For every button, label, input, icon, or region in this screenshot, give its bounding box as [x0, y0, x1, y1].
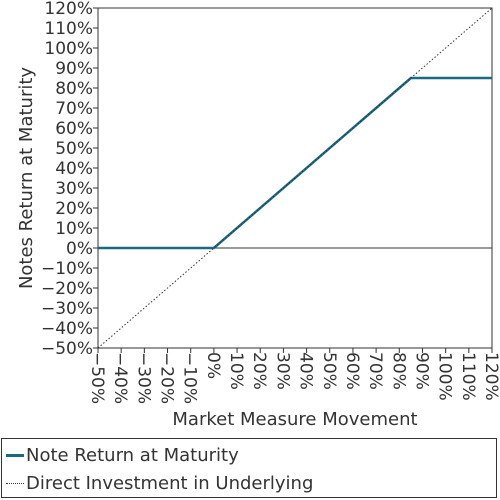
x-tick-label: −10%: [180, 352, 200, 404]
x-tick-label: 0%: [203, 352, 223, 379]
x-tick-label: 80%: [388, 352, 408, 390]
x-tick-label: 100%: [435, 352, 455, 401]
legend-swatch-note-return: [6, 453, 24, 457]
series-layer: [97, 7, 493, 349]
line-chart: −50%−40%−30%−20%−10%0%10%20%30%40%50%60%…: [16, 0, 500, 430]
x-axis-title: Market Measure Movement: [172, 409, 417, 430]
y-tick-label: −50%: [41, 339, 93, 359]
x-tick-label: −30%: [133, 352, 153, 404]
x-tick-label: 40%: [296, 352, 316, 390]
y-tick-label: 20%: [55, 199, 93, 219]
y-tick-label: −40%: [41, 319, 93, 339]
legend-item-direct-investment[interactable]: Direct Investment in Underlying: [6, 469, 313, 497]
y-tick-label: 60%: [55, 119, 93, 139]
series-line-0: [98, 76, 492, 250]
y-tick-label: 70%: [55, 99, 93, 119]
x-tick-label: 120%: [481, 352, 500, 401]
y-tick-label: −10%: [41, 259, 93, 279]
y-tick-label: −20%: [41, 279, 93, 299]
legend-swatch-direct-investment: [6, 482, 24, 484]
x-tick-label: −20%: [157, 352, 177, 404]
legend-item-note-return[interactable]: Note Return at Maturity: [6, 441, 239, 469]
y-tick-label: 10%: [55, 219, 93, 239]
axes-layer: −50%−40%−30%−20%−10%0%10%20%30%40%50%60%…: [41, 0, 500, 404]
x-tick-label: −50%: [87, 352, 107, 404]
x-tick-label: −40%: [110, 352, 130, 404]
y-tick-label: 50%: [55, 139, 93, 159]
x-tick-label: 110%: [458, 352, 478, 401]
series-line-1: [97, 7, 493, 349]
y-tick-label: 0%: [66, 239, 93, 259]
legend-label-note-return: Note Return at Maturity: [26, 444, 239, 466]
y-tick-label: 90%: [55, 59, 93, 79]
x-tick-label: 70%: [365, 352, 385, 390]
y-tick-label: 100%: [44, 39, 93, 59]
y-axis-title: Notes Return at Maturity: [16, 67, 37, 289]
y-tick-label: 30%: [55, 179, 93, 199]
legend: Note Return at Maturity Direct Investmen…: [1, 438, 497, 498]
x-tick-label: 10%: [226, 352, 246, 390]
y-tick-label: 110%: [44, 19, 93, 39]
x-tick-label: 90%: [411, 352, 431, 390]
legend-label-direct-investment: Direct Investment in Underlying: [26, 472, 314, 494]
y-tick-label: −30%: [41, 299, 93, 319]
x-tick-label: 60%: [342, 352, 362, 390]
y-tick-label: 80%: [55, 79, 93, 99]
x-tick-label: 50%: [319, 352, 339, 390]
x-tick-label: 30%: [272, 352, 292, 390]
x-tick-label: 20%: [249, 352, 269, 390]
y-tick-label: 40%: [55, 159, 93, 179]
y-tick-label: 120%: [44, 0, 93, 19]
